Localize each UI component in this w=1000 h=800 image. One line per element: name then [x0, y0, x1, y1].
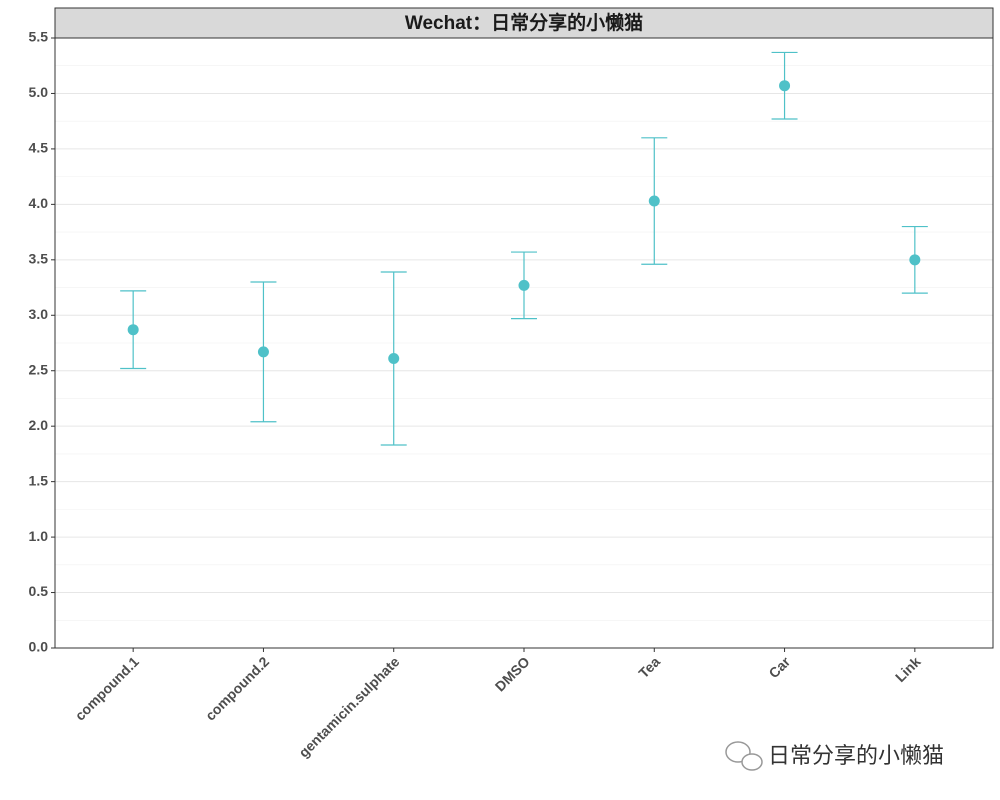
- x-tick-label: gentamicin.sulphate: [295, 653, 402, 760]
- point: [648, 195, 660, 207]
- x-tick-label: compound.1: [72, 653, 142, 723]
- title-strip: [54, 7, 994, 39]
- point: [518, 279, 530, 291]
- point: [257, 346, 269, 358]
- x-tick-label: Link: [892, 653, 924, 685]
- y-tick-label: 1.0: [29, 528, 49, 544]
- y-tick-label: 3.5: [29, 251, 49, 267]
- y-tick-label: 3.0: [29, 306, 49, 322]
- watermark: 日常分享的小懒猫: [725, 741, 944, 771]
- y-tick-label: 1.5: [29, 472, 49, 488]
- point: [127, 324, 139, 336]
- point: [779, 80, 791, 92]
- y-tick-label: 4.0: [29, 195, 49, 211]
- x-tick-label: Car: [765, 653, 793, 681]
- y-tick-label: 5.5: [29, 29, 49, 45]
- y-tick-label: 0.5: [29, 583, 49, 599]
- x-tick-label: compound.2: [202, 653, 272, 723]
- watermark-text: 日常分享的小懒猫: [768, 743, 944, 768]
- grid: [55, 37, 993, 649]
- point: [388, 353, 400, 365]
- y-tick-label: 2.5: [29, 361, 49, 377]
- y-tick-label: 5.0: [29, 84, 49, 100]
- x-tick-label: Tea: [635, 653, 663, 681]
- y-tick-label: 4.5: [29, 140, 49, 156]
- y-tick-label: 2.0: [29, 417, 49, 433]
- y-tick-label: 0.0: [29, 639, 49, 655]
- x-tick-label: DMSO: [492, 653, 533, 694]
- point: [909, 254, 921, 266]
- chart-title: Wechat：日常分享的小懒猫: [405, 11, 643, 34]
